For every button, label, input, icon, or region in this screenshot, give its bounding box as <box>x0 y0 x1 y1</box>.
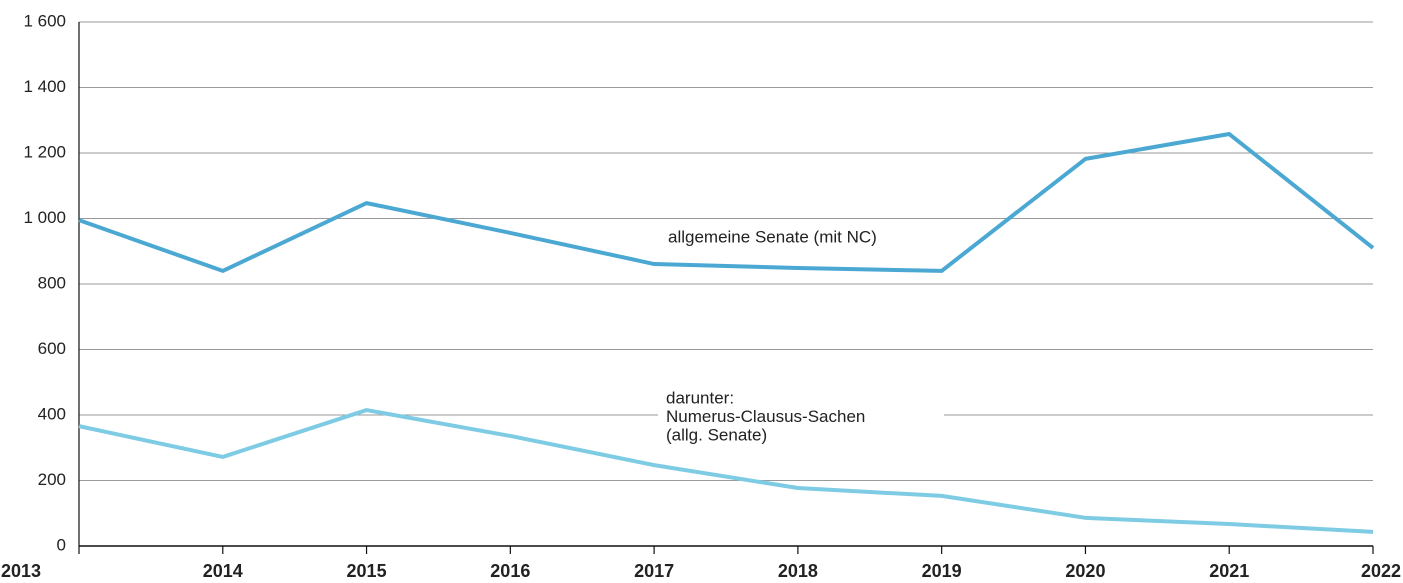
series-label: darunter: <box>666 388 734 407</box>
y-tick-label: 1 400 <box>23 77 66 96</box>
y-tick-label: 0 <box>57 535 66 554</box>
series-label: allgemeine Senate (mit NC) <box>668 227 877 246</box>
x-tick-label: 2017 <box>634 561 674 581</box>
x-tick-label: 2020 <box>1065 561 1105 581</box>
y-tick-label: 1 600 <box>23 11 66 30</box>
y-tick-label: 600 <box>38 339 66 358</box>
label-background <box>658 387 944 449</box>
series-line <box>78 132 1375 273</box>
x-tick-label: 2013 <box>1 561 41 581</box>
y-tick-label: 200 <box>38 470 66 489</box>
x-tick-label: 2019 <box>922 561 962 581</box>
x-tick-label: 2016 <box>490 561 530 581</box>
x-tick-label: 2021 <box>1209 561 1249 581</box>
x-tick-label: 2018 <box>778 561 818 581</box>
y-tick-label: 1 200 <box>23 142 66 161</box>
x-tick-label: 2014 <box>203 561 243 581</box>
y-tick-label: 800 <box>38 273 66 292</box>
series-label: (allg. Senate) <box>666 425 767 444</box>
x-tick-label: 2015 <box>347 561 387 581</box>
y-tick-label: 1 000 <box>23 208 66 227</box>
x-tick-label: 2022 <box>1361 561 1401 581</box>
series-label: Numerus-Clausus-Sachen <box>666 407 865 426</box>
y-tick-label: 400 <box>38 404 66 423</box>
series-line <box>78 408 1374 534</box>
